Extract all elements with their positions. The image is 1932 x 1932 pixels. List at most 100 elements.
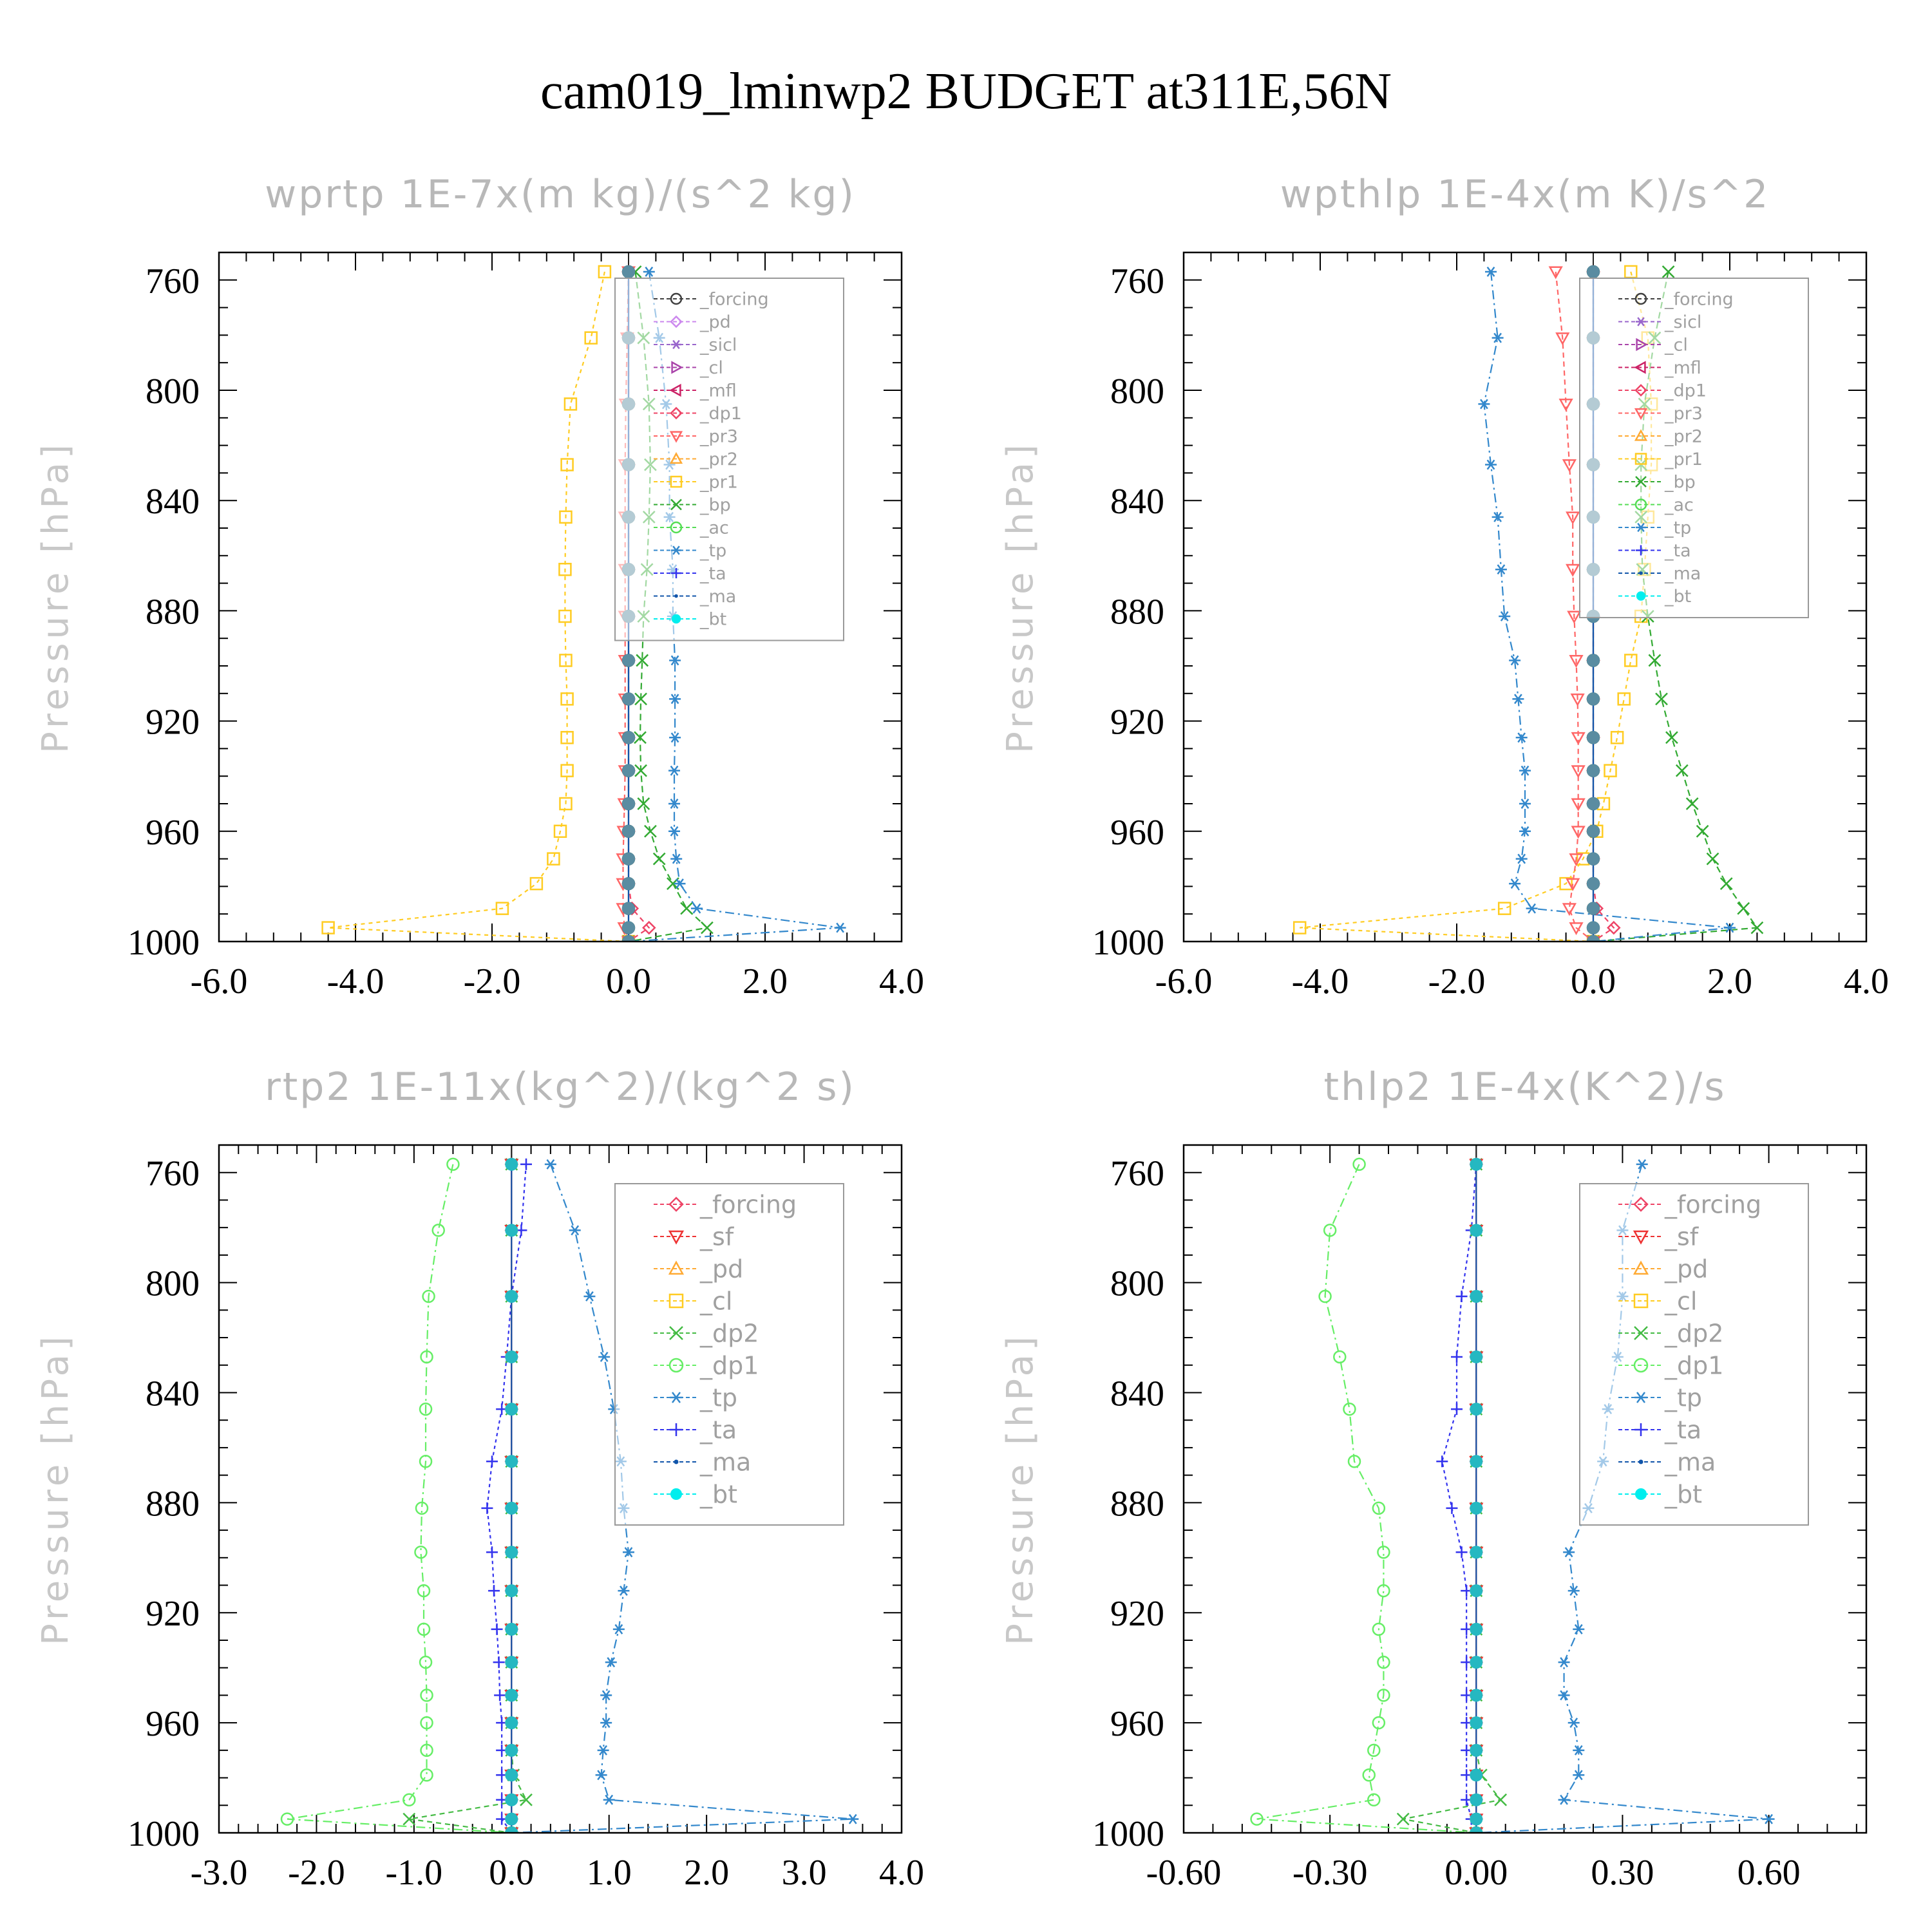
data-point xyxy=(1567,1586,1580,1596)
data-point xyxy=(559,797,573,811)
data-point xyxy=(558,609,572,623)
data-point xyxy=(1566,511,1580,525)
data-point xyxy=(669,694,681,705)
legend-item: _bt xyxy=(1618,1480,1702,1508)
legend-label: _bt xyxy=(699,609,726,629)
data-point xyxy=(669,655,681,666)
data-point xyxy=(1377,1655,1390,1669)
series_ta xyxy=(481,1158,532,1833)
legend-marker xyxy=(670,1392,683,1403)
data-point xyxy=(1750,921,1764,934)
data-point xyxy=(505,1455,518,1468)
data-point xyxy=(701,921,714,934)
data-point xyxy=(644,824,657,838)
legend-item: _pd xyxy=(654,1255,743,1283)
data-point xyxy=(1636,1159,1648,1170)
legend-item: _pd xyxy=(654,312,731,332)
series-line xyxy=(511,1164,853,1833)
data-point xyxy=(488,1585,500,1597)
legend-item: _bp xyxy=(1618,472,1696,492)
data-point xyxy=(637,797,650,810)
data-point xyxy=(623,1547,634,1558)
data-point xyxy=(420,1689,433,1702)
data-point xyxy=(622,824,635,838)
panel-1: wprtp 1E-7x(m kg)/(s^2 kg) Pressure [hPa]… xyxy=(35,172,924,1001)
data-point xyxy=(419,1655,433,1669)
data-point xyxy=(422,1289,435,1303)
legend-label: _cl xyxy=(1664,335,1688,355)
legend-item: _ta xyxy=(654,1416,737,1444)
data-point xyxy=(1470,1157,1483,1171)
legend-marker xyxy=(1634,453,1647,465)
legend-item: _ta xyxy=(1618,1416,1701,1444)
x-tick-label: 2.0 xyxy=(743,961,788,1001)
data-point xyxy=(1607,920,1621,935)
data-point xyxy=(420,1743,433,1757)
legend-marker xyxy=(1636,545,1646,556)
y-tick-label: 1000 xyxy=(128,923,200,963)
legend-label: _dp2 xyxy=(1664,1319,1723,1347)
data-point xyxy=(446,1157,460,1171)
data-point xyxy=(419,1402,433,1416)
series-line xyxy=(409,1164,527,1833)
data-point xyxy=(1509,655,1521,666)
x-tick-label: 0.30 xyxy=(1591,1853,1654,1893)
legend-label: _pd xyxy=(699,1255,743,1283)
data-point xyxy=(1519,765,1531,776)
legend-item: _bp xyxy=(654,495,731,515)
data-point xyxy=(505,1716,518,1730)
legend-label: _sicl xyxy=(1664,312,1701,332)
data-point xyxy=(668,799,681,809)
legend-marker xyxy=(671,545,681,555)
legend-item: _tp xyxy=(1618,1383,1702,1412)
data-point xyxy=(1558,1690,1570,1701)
data-point xyxy=(1685,797,1699,810)
legend-item: _dp1 xyxy=(654,1351,759,1379)
legend-marker xyxy=(1633,1197,1649,1212)
data-point xyxy=(670,853,683,864)
data-point xyxy=(1587,797,1600,810)
data-point xyxy=(505,1584,518,1598)
legend-label: _dp1 xyxy=(1664,1351,1723,1379)
data-point xyxy=(1470,1793,1483,1806)
legend-item: _pr3 xyxy=(1618,404,1703,424)
panel-3: rtp2 1E-11x(kg^2)/(kg^2 s) Pressure [hPa]… xyxy=(35,1065,924,1893)
data-point xyxy=(415,1501,429,1515)
data-point xyxy=(505,1289,518,1303)
x-tick-label: -2.0 xyxy=(288,1853,345,1893)
data-point xyxy=(1558,1657,1570,1668)
data-point xyxy=(1377,1546,1390,1559)
data-point xyxy=(1737,902,1750,915)
plot-area xyxy=(1250,1145,1775,1833)
data-point xyxy=(1470,1812,1483,1826)
data-point xyxy=(505,1826,518,1833)
legend-label: _ac xyxy=(699,518,729,538)
data-point xyxy=(1323,1224,1337,1237)
data-point xyxy=(1470,1403,1483,1416)
data-point xyxy=(642,920,656,935)
data-point xyxy=(505,1157,518,1171)
legend-item: _forcing xyxy=(654,289,769,309)
data-point xyxy=(564,397,578,411)
x-tick-label: -6.0 xyxy=(1155,961,1213,1001)
data-point xyxy=(1470,1289,1483,1303)
data-point xyxy=(600,1690,612,1701)
legend-item: _pr1 xyxy=(1618,450,1703,469)
data-point xyxy=(1562,903,1577,916)
legend-label: _forcing xyxy=(699,289,769,309)
legend-label: _dp1 xyxy=(1664,381,1707,401)
data-point xyxy=(1470,1157,1483,1171)
legend-label: _forcing xyxy=(1664,289,1734,309)
data-point xyxy=(634,731,647,744)
x-tick-label: -0.30 xyxy=(1293,1853,1368,1893)
data-point xyxy=(1571,798,1586,811)
legend-marker xyxy=(674,594,678,598)
series-line xyxy=(1256,1164,1477,1833)
y-tick-label: 840 xyxy=(146,482,200,522)
y-tick-label: 880 xyxy=(1110,1484,1164,1524)
data-point xyxy=(1367,1743,1381,1757)
data-point xyxy=(1566,564,1580,577)
series_ma xyxy=(509,1162,514,1833)
data-point xyxy=(1470,1350,1483,1363)
